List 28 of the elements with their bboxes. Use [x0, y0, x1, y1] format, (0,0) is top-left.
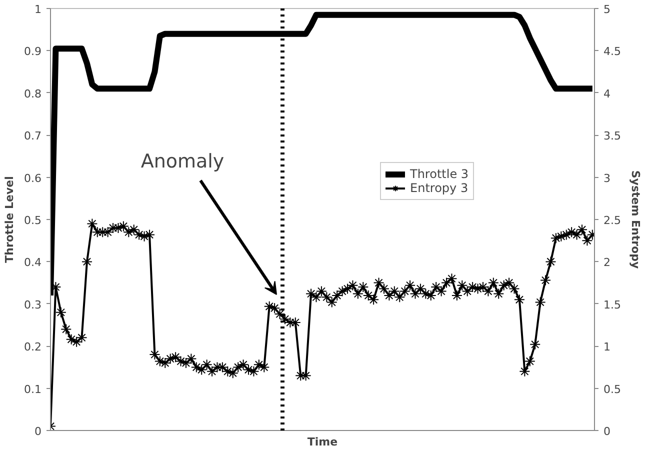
y2-tick-label: 0.5: [604, 382, 621, 396]
y-tick-label: 0.7: [24, 130, 42, 143]
y2-tick-label: 2.5: [604, 214, 621, 227]
y-tick-label: 0.1: [24, 382, 42, 396]
y-tick-label: 0.8: [24, 87, 42, 100]
y2-tick-label: 4.5: [604, 45, 621, 58]
y2-tick-label: 1: [604, 340, 610, 354]
y-tick-label: 0.4: [24, 256, 42, 270]
legend-label: Throttle 3: [410, 167, 469, 181]
y-tick-label: 0.5: [24, 214, 42, 227]
y2-tick-label: 0: [604, 425, 610, 438]
y-tick-label: 0: [34, 425, 42, 438]
y-tick-label: 0.3: [24, 298, 42, 312]
y2-axis-title: System Entropy: [628, 170, 642, 269]
y-tick-label: 0.6: [24, 172, 42, 185]
y-tick-label: 0.2: [24, 340, 42, 354]
y-tick-label: 0.9: [24, 45, 42, 58]
y2-tick-label: 2: [604, 256, 610, 270]
y-tick-label: 1: [34, 3, 42, 16]
y2-tick-label: 3: [604, 172, 610, 185]
y-axis-title: Throttle Level: [3, 176, 16, 263]
x-axis-title: Time: [307, 436, 338, 448]
y2-tick-label: 4: [604, 87, 610, 100]
annotation: Anomaly: [140, 150, 224, 172]
y2-tick-label: 5: [604, 3, 610, 16]
y2-tick-label: 1.5: [604, 298, 621, 312]
y2-tick-label: 3.5: [604, 130, 621, 143]
legend-label: Entropy 3: [410, 181, 468, 195]
